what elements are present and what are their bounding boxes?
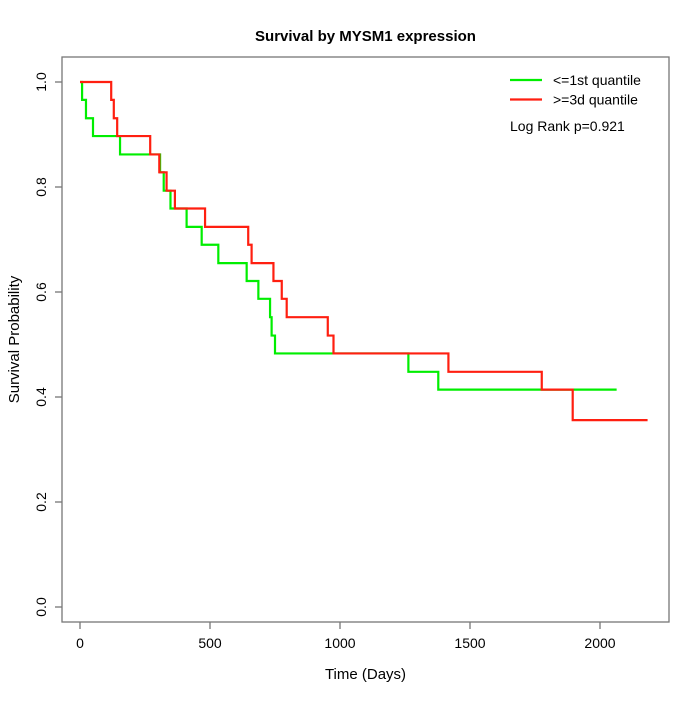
x-tick-label: 500 xyxy=(198,635,222,651)
y-axis-label: Survival Probability xyxy=(6,275,23,403)
survival-curves xyxy=(80,80,648,422)
y-tick-label: 0.6 xyxy=(33,282,49,302)
y-tick-label: 0.8 xyxy=(33,177,49,197)
x-axis-label: Time (Days) xyxy=(325,666,406,683)
survival-curve-high xyxy=(80,80,648,422)
x-tick-label: 1500 xyxy=(454,635,485,651)
y-tick-label: 0.0 xyxy=(33,597,49,617)
legend-label-high: >=3d quantile xyxy=(553,92,638,108)
x-tick-label: 0 xyxy=(76,635,84,651)
survival-curve-low xyxy=(80,80,617,391)
chart-title: Survival by MYSM1 expression xyxy=(255,28,476,45)
axis-ticks: 0 500 1000 1500 2000 0.0 0.2 0.4 0.6 0.8 1.0 xyxy=(33,72,616,651)
legend: <=1st quantile >=3d quantile xyxy=(510,72,641,108)
log-rank-annotation: Log Rank p=0.921 xyxy=(510,118,625,134)
plot-border xyxy=(61,56,670,623)
y-tick-label: 0.2 xyxy=(33,492,49,512)
y-tick-label: 0.4 xyxy=(33,387,49,407)
y-tick-label: 1.0 xyxy=(33,72,49,92)
x-tick-label: 2000 xyxy=(584,635,615,651)
legend-label-low: <=1st quantile xyxy=(553,72,641,88)
x-tick-label: 1000 xyxy=(324,635,355,651)
